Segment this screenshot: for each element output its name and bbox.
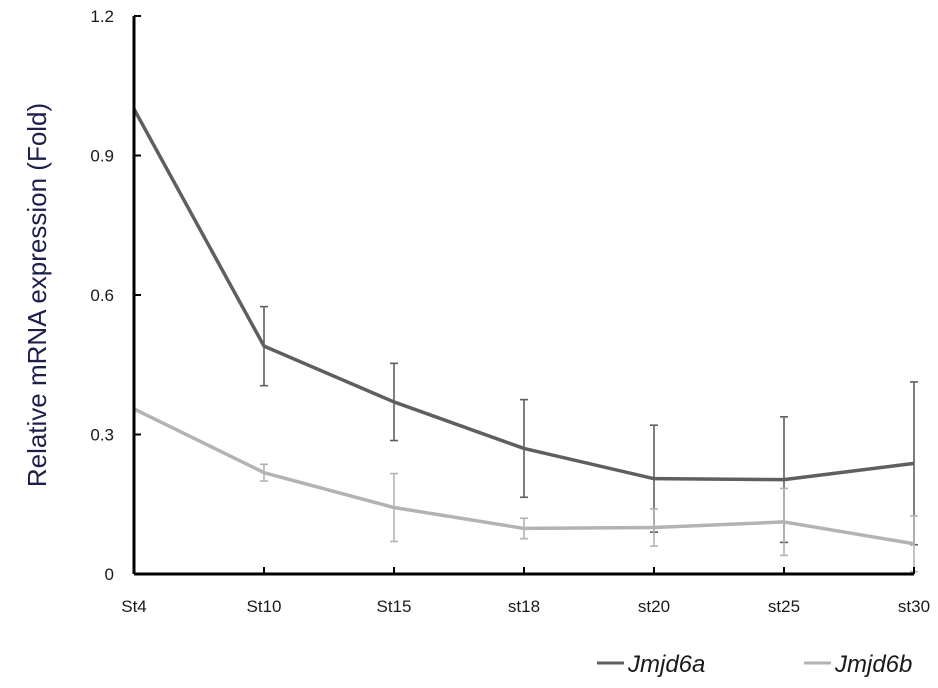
series-lines <box>132 108 915 546</box>
x-tick-label: St4 <box>121 597 147 616</box>
legend-label-jmjd6b: Jmjd6b <box>834 651 912 678</box>
y-tick-label: 0.3 <box>90 426 114 445</box>
error-bars <box>260 305 918 573</box>
y-tick-label: 0.6 <box>90 286 114 305</box>
y-tick-label: 0 <box>105 565 114 584</box>
x-tick-label: St15 <box>377 597 412 616</box>
series-line-jmjd6b <box>133 407 915 546</box>
x-tick-label: St10 <box>247 597 282 616</box>
x-axis: St4 St10 St15 st18 st20 st25 st30 <box>121 567 930 616</box>
legend: Jmjd6a Jmjd6b <box>597 651 912 678</box>
y-axis: 0 0.3 0.6 0.9 1.2 <box>90 7 141 584</box>
x-tick-label: st20 <box>638 597 670 616</box>
y-tick-label: 0.9 <box>90 147 114 166</box>
x-tick-label: st25 <box>768 597 800 616</box>
x-tick-label: st30 <box>898 597 930 616</box>
series-line-jmjd6a <box>132 108 915 482</box>
legend-label-jmjd6a: Jmjd6a <box>627 651 705 678</box>
y-axis-title: Relative mRNA expression (Fold) <box>22 103 52 487</box>
x-tick-label: st18 <box>508 597 540 616</box>
y-tick-label: 1.2 <box>90 7 114 26</box>
